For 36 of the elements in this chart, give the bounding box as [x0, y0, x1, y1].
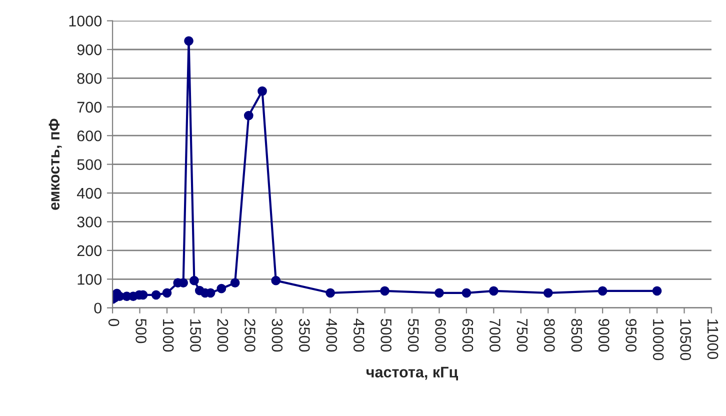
x-tick-label: 5000 — [380, 318, 392, 352]
y-tick-label: 500 — [77, 159, 102, 170]
y-tick-label: 600 — [77, 130, 102, 142]
x-tick-label: 9500 — [626, 318, 637, 352]
x-tick-label: 1000 — [162, 319, 174, 352]
y-tick-label: 0 — [94, 302, 102, 314]
x-tick-label: 4500 — [353, 318, 364, 352]
x-tick-label: 4000 — [326, 318, 338, 352]
y-tick-label: 800 — [77, 73, 102, 84]
x-tick-label: 5500 — [408, 318, 419, 352]
x-tick-label: 7000 — [490, 319, 500, 352]
y-tick-label: 700 — [77, 102, 102, 113]
x-tick-label: 3500 — [299, 318, 310, 352]
x-tick-label: 2500 — [244, 319, 256, 352]
y-tick-label: 400 — [76, 188, 102, 199]
x-tick-label: 8500 — [571, 318, 582, 352]
y-tick-label: 900 — [77, 44, 102, 56]
y-tick-label: 100 — [78, 274, 102, 285]
x-tick-label: 7500 — [516, 319, 528, 352]
x-tick-label: 9000 — [598, 318, 610, 352]
x-tick-label: 500 — [136, 318, 146, 344]
x-tick-label: 1500 — [190, 319, 201, 352]
x-tick-label: 11000 — [707, 319, 718, 360]
y-axis-title: емкость, пФ — [48, 118, 62, 210]
x-tick-label: 6000 — [435, 319, 446, 352]
y-tick-label: 200 — [77, 245, 102, 256]
x-tick-label: 2000 — [217, 319, 228, 352]
y-tick-label: 300 — [77, 216, 102, 228]
x-tick-label: 6500 — [462, 319, 474, 352]
x-tick-label: 10000 — [652, 319, 664, 360]
x-tick-label: 10500 — [680, 319, 691, 360]
x-tick-label: 3000 — [272, 318, 283, 352]
x-axis-title: частота, кГц — [366, 366, 458, 380]
x-tick-label: 8000 — [544, 318, 555, 352]
y-tick-label: 1000 — [69, 16, 102, 26]
x-tick-label: 0 — [108, 318, 120, 326]
